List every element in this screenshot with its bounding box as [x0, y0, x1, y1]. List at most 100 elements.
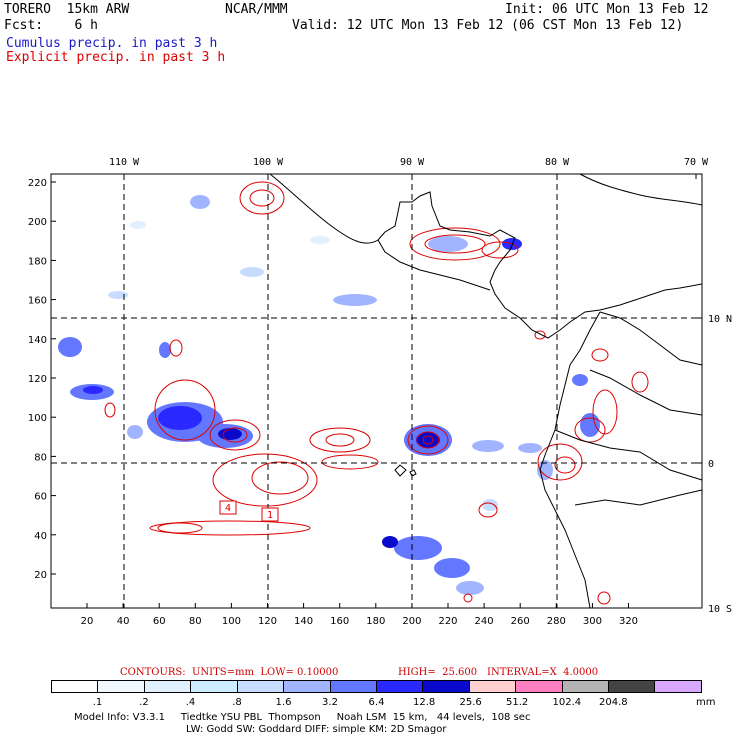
init-time: Init: 06 UTC Mon 13 Feb 12: [505, 2, 709, 17]
valid-time: Valid: 12 UTC Mon 13 Feb 12 (06 CST Mon …: [292, 18, 684, 33]
cumulus-area: [310, 236, 330, 244]
cumulus-area: [130, 221, 146, 229]
x-tick-label: 300: [583, 616, 602, 627]
x-tick-label: 280: [547, 616, 566, 627]
colorbar-swatch: [469, 681, 517, 692]
central-america-pacific-coast: [377, 239, 491, 291]
precip-contour: [169, 339, 183, 357]
colorbar-label: 1.6: [275, 697, 292, 708]
precip-contour: [574, 417, 606, 443]
colorbar-label: 12.8: [413, 697, 436, 708]
x-tick-label: 140: [294, 616, 313, 627]
precip-contour: [422, 435, 434, 445]
cumulus-area: [472, 440, 504, 452]
x-tick-label: 240: [475, 616, 494, 627]
colorbar-swatch: [516, 681, 563, 692]
cumulus-area: [218, 428, 242, 440]
cumulus-area: [159, 342, 171, 358]
peru-border: [574, 489, 703, 506]
cumulus-area: [518, 443, 542, 453]
colorbar-label: .8: [232, 697, 242, 708]
x-tick-label: 80: [189, 616, 202, 627]
y-tick-label: 40: [34, 531, 47, 542]
colombia-border: [589, 369, 703, 416]
colorbar-label: 3.2: [322, 697, 338, 708]
y-tick-label: 220: [28, 178, 47, 189]
colorbar-swatch: [52, 681, 99, 692]
lon-label: 80 W: [545, 157, 570, 168]
y-tick-label: 20: [34, 570, 47, 581]
colorbar-label: 204.8: [599, 697, 628, 708]
x-tick-label: 320: [619, 616, 638, 627]
colorbar-swatch: [655, 681, 701, 692]
lon-label: 110 W: [109, 157, 140, 168]
lon-label: 100 W: [253, 157, 284, 168]
x-tick-label: 40: [117, 616, 130, 627]
colorbar-swatch: [562, 681, 610, 692]
colorbar-label: .1: [92, 697, 103, 708]
y-tick-label: 140: [28, 335, 47, 346]
precip-contour: [424, 234, 486, 254]
coastlines: [269, 173, 703, 609]
precip-contour: [309, 427, 371, 453]
axis-ticks: 20 40 60 80 100 120 140 160 180 200 220 240 260 280 30…: [28, 157, 732, 627]
x-tick-label: 220: [438, 616, 457, 627]
cumulus-precip-areas: [58, 195, 600, 595]
precip-contour: [592, 389, 618, 435]
precip-contour: [154, 379, 216, 441]
physics-info: LW: Godd SW: Goddard DIFF: simple KM: 2D…: [186, 724, 447, 735]
precip-contour: [631, 371, 649, 393]
colorbar-swatch: [284, 681, 331, 692]
galapagos-island: [394, 464, 407, 477]
lat-label: 10 N: [708, 314, 732, 325]
contour-label: 1: [267, 510, 273, 521]
precip-contour: [249, 189, 275, 207]
explicit-legend: Explicit precip. in past 3 h: [6, 50, 226, 65]
lat-label: 10 S: [708, 604, 732, 615]
galapagos-island: [409, 469, 417, 477]
precip-contour: [463, 593, 473, 603]
central-america-coast: [269, 173, 703, 339]
precip-contour: [149, 520, 311, 536]
cumulus-area: [333, 294, 377, 306]
x-tick-label: 120: [258, 616, 277, 627]
cumulus-area: [127, 425, 143, 439]
x-tick-label: 60: [153, 616, 166, 627]
cumulus-area: [394, 536, 442, 560]
colorbar-swatch: [237, 681, 285, 692]
precip-contour: [416, 431, 440, 449]
y-tick-label: 200: [28, 217, 47, 228]
colorbar-swatch: [98, 681, 145, 692]
colorbar-swatch: [144, 681, 192, 692]
cumulus-area: [580, 413, 600, 437]
map-frame: [50, 173, 703, 609]
explicit-precip-contours: [104, 181, 649, 605]
cumulus-legend: Cumulus precip. in past 3 h: [6, 36, 218, 51]
org-label: NCAR/MMM: [225, 2, 288, 17]
x-tick-label: 20: [81, 616, 94, 627]
precip-contour: [409, 227, 501, 261]
cumulus-area: [158, 406, 202, 430]
x-tick-label: 100: [222, 616, 241, 627]
colorbar-label: .2: [139, 697, 149, 708]
cumulus-area: [434, 558, 470, 578]
precip-contour: [325, 433, 355, 447]
lat-lon-grid: [51, 174, 702, 608]
precip-contour: [481, 241, 519, 259]
precip-contour: [534, 330, 546, 340]
high-caption: HIGH= 25.600: [398, 667, 478, 678]
south-america-north-coast: [599, 311, 703, 366]
colorbar-swatch: [609, 681, 656, 692]
y-tick-label: 80: [34, 452, 47, 463]
y-tick-label: 120: [28, 374, 47, 385]
precip-contour: [321, 454, 379, 470]
cumulus-area: [428, 236, 468, 252]
colorbar-label: 6.4: [368, 697, 385, 708]
caribbean-islands-line: [579, 173, 703, 206]
south-america-pacific-coast: [539, 311, 601, 609]
colorbar-swatch: [330, 681, 377, 692]
precip-contour: [478, 502, 498, 518]
precip-contour: [597, 591, 611, 605]
lon-label: 90 W: [400, 157, 425, 168]
